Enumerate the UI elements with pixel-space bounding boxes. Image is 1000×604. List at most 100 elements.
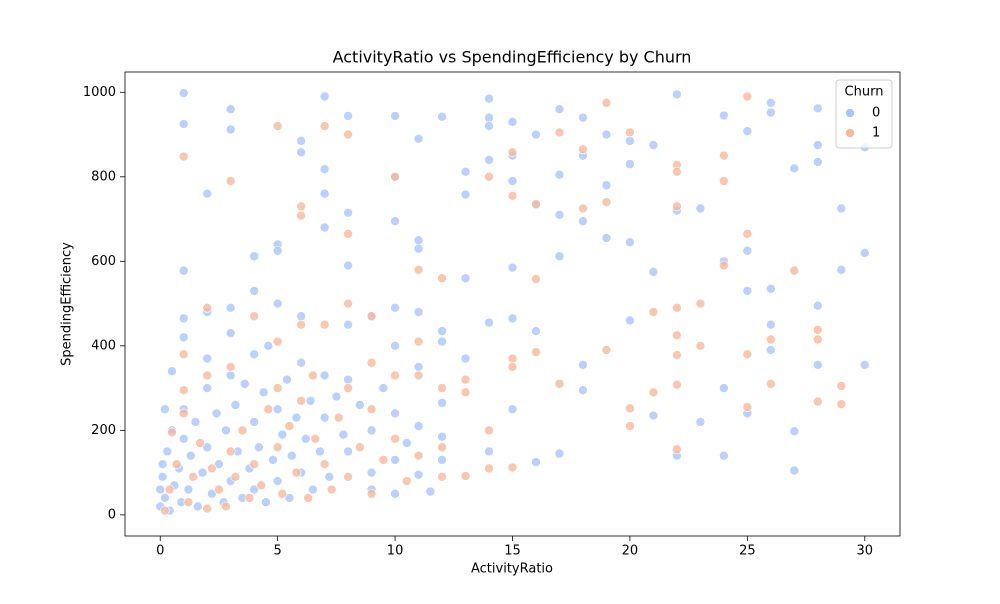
point bbox=[719, 176, 729, 186]
point bbox=[719, 383, 729, 393]
point bbox=[272, 298, 283, 309]
point bbox=[789, 465, 800, 476]
point bbox=[207, 463, 217, 474]
point bbox=[296, 136, 306, 146]
point bbox=[554, 251, 565, 262]
point bbox=[813, 103, 823, 114]
point bbox=[742, 91, 753, 102]
point bbox=[672, 444, 682, 455]
point bbox=[390, 434, 400, 444]
point bbox=[305, 395, 316, 406]
point bbox=[202, 188, 212, 199]
point bbox=[197, 467, 208, 478]
x-tick-label: 5 bbox=[274, 544, 282, 559]
point bbox=[625, 315, 635, 326]
point bbox=[413, 421, 424, 431]
point bbox=[178, 151, 189, 162]
point bbox=[836, 203, 847, 214]
y-tick-label: 800 bbox=[91, 169, 116, 184]
point bbox=[249, 311, 259, 322]
point bbox=[813, 334, 823, 345]
point bbox=[507, 362, 518, 372]
point bbox=[601, 129, 612, 140]
point bbox=[214, 459, 224, 469]
point bbox=[437, 383, 447, 393]
point bbox=[766, 283, 776, 294]
point bbox=[413, 370, 424, 381]
point bbox=[157, 459, 168, 469]
point bbox=[258, 387, 269, 398]
point bbox=[193, 501, 203, 512]
point bbox=[402, 476, 412, 486]
point bbox=[836, 381, 847, 391]
point bbox=[202, 303, 212, 313]
point bbox=[343, 111, 353, 121]
point bbox=[296, 311, 306, 322]
point bbox=[202, 442, 212, 453]
point bbox=[343, 129, 353, 140]
point bbox=[296, 357, 306, 368]
point bbox=[155, 484, 166, 495]
point bbox=[390, 341, 400, 351]
point bbox=[225, 328, 236, 338]
point bbox=[261, 497, 271, 507]
point bbox=[178, 119, 189, 129]
point bbox=[249, 484, 259, 495]
point bbox=[296, 201, 306, 212]
y-axis-label: SpendingEfficiency bbox=[60, 242, 75, 366]
point bbox=[413, 450, 424, 461]
point bbox=[413, 307, 424, 317]
point bbox=[272, 476, 283, 486]
point bbox=[460, 374, 471, 385]
point bbox=[207, 488, 217, 499]
point bbox=[277, 429, 288, 440]
point bbox=[554, 169, 565, 180]
point bbox=[460, 387, 471, 398]
legend-marker bbox=[845, 108, 855, 118]
point bbox=[249, 417, 259, 427]
point bbox=[695, 417, 706, 427]
x-axis-label: ActivityRatio bbox=[471, 562, 553, 577]
point bbox=[390, 408, 400, 419]
point bbox=[268, 455, 278, 465]
point bbox=[531, 199, 541, 210]
point bbox=[766, 107, 776, 118]
point bbox=[625, 403, 635, 414]
point bbox=[437, 326, 447, 336]
point bbox=[766, 345, 776, 355]
point bbox=[319, 121, 330, 131]
point bbox=[554, 104, 565, 114]
point bbox=[672, 330, 682, 341]
point bbox=[160, 505, 170, 516]
point bbox=[390, 303, 400, 313]
x-tick-label: 30 bbox=[856, 544, 873, 559]
point bbox=[319, 222, 330, 233]
point bbox=[554, 448, 565, 459]
point bbox=[625, 136, 635, 146]
point bbox=[425, 486, 436, 497]
legend-label: 1 bbox=[872, 126, 880, 141]
point bbox=[319, 164, 330, 174]
point bbox=[695, 341, 706, 351]
y-tick-label: 200 bbox=[91, 423, 116, 438]
x-tick-label: 15 bbox=[504, 544, 521, 559]
point bbox=[578, 216, 588, 226]
point bbox=[157, 472, 168, 482]
point bbox=[319, 319, 330, 330]
point bbox=[578, 203, 588, 214]
point bbox=[460, 273, 471, 284]
point bbox=[301, 434, 311, 444]
point bbox=[648, 307, 659, 317]
point bbox=[286, 450, 297, 461]
point bbox=[413, 469, 424, 480]
point bbox=[338, 429, 349, 440]
point bbox=[672, 350, 682, 360]
point bbox=[507, 462, 518, 473]
point bbox=[178, 349, 189, 360]
point bbox=[578, 385, 588, 396]
point bbox=[343, 298, 353, 309]
point bbox=[813, 300, 823, 311]
point bbox=[214, 484, 224, 495]
point bbox=[601, 197, 612, 207]
point bbox=[390, 216, 400, 226]
